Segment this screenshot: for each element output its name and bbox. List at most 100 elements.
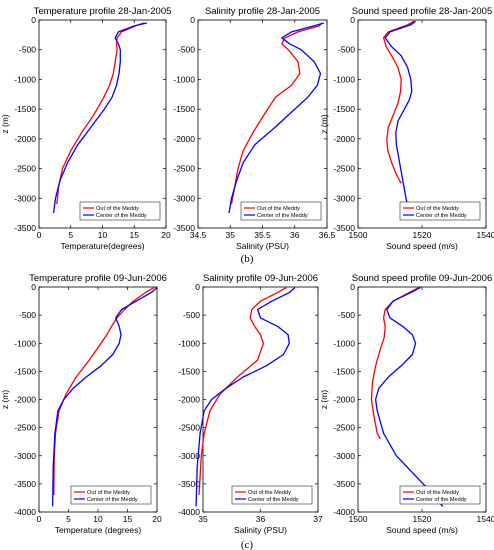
chart-title: Salinity profile 28-Jan-2005 (205, 6, 320, 17)
y-tick-label: -2500 (14, 423, 36, 433)
x-tick-label: 35.5 (254, 230, 271, 240)
legend-entry: Out of the Meddy (248, 490, 291, 496)
y-tick-label: -500 (19, 310, 36, 320)
x-axis-label: Salinity (PSU) (234, 525, 287, 535)
chart-panel-5: Salinity profile 09-Jun-2006 35 36 37 0 -500 -… (178, 273, 323, 535)
y-tick-label: -500 (19, 45, 36, 55)
series-line-out (382, 20, 415, 184)
y-tick-label: -4000 (178, 507, 200, 517)
y-tick-label: -3000 (178, 451, 200, 461)
legend-box (399, 201, 481, 221)
y-axis-label: z (m) (319, 114, 329, 134)
legend-box (399, 485, 481, 505)
series-line-center (51, 287, 158, 507)
x-tick-label: 20 (152, 514, 162, 524)
x-tick-label: 36 (256, 514, 266, 524)
y-tick-label: -2000 (333, 395, 355, 405)
x-tick-label: 1540 (477, 514, 494, 524)
y-tick-label: -1500 (14, 366, 36, 376)
series-line-center (228, 22, 324, 214)
y-tick-label: -1000 (173, 74, 195, 84)
x-tick-label: 0 (37, 230, 42, 240)
y-tick-label: -500 (338, 310, 355, 320)
series-line-center (195, 287, 296, 507)
series-line-out (56, 22, 145, 205)
legend-box (70, 485, 152, 505)
series-line-center (384, 20, 416, 214)
series-line-center (52, 22, 148, 214)
x-tick-label: 1540 (477, 230, 494, 240)
y-tick-label: -1000 (14, 338, 36, 348)
x-tick-label: 34.5 (190, 230, 207, 240)
x-tick-label: 35 (226, 230, 236, 240)
y-tick-label: -2500 (333, 164, 355, 174)
legend-box (240, 201, 322, 221)
x-tick-label: 10 (98, 230, 108, 240)
y-tick-label: 0 (190, 15, 195, 25)
caption-b: (b) (241, 253, 254, 265)
y-tick-label: -3000 (333, 193, 355, 203)
legend-entry: Center of the Meddy (257, 213, 308, 219)
y-tick-label: -2500 (333, 423, 355, 433)
y-axis-label: z (m) (0, 390, 10, 410)
y-tick-label: -500 (338, 45, 355, 55)
y-tick-label: -1500 (173, 104, 195, 114)
legend-entry: Center of the Meddy (96, 213, 147, 219)
legend-entry: Center of the Meddy (248, 497, 299, 503)
x-tick-label: 10 (93, 514, 103, 524)
y-axis-label: z (m) (319, 390, 329, 410)
x-tick-label: 15 (123, 514, 133, 524)
x-tick-label: 35 (198, 514, 208, 524)
plot-area (38, 19, 167, 229)
legend-entry: Out of the Meddy (257, 206, 300, 212)
y-tick-label: -2000 (14, 395, 36, 405)
x-axis-label: Sound speed (m/s) (386, 241, 458, 251)
chart-title: Sound speed profile 28-Jan-2005 (352, 6, 493, 17)
x-tick-label: 0 (37, 514, 42, 524)
x-tick-label: 36.5 (319, 230, 336, 240)
y-tick-label: 0 (195, 282, 200, 292)
y-tick-label: -3500 (333, 479, 355, 489)
y-tick-label: -3500 (14, 223, 36, 233)
y-tick-label: -1500 (333, 104, 355, 114)
y-tick-label: -4000 (14, 507, 36, 517)
y-tick-label: -1000 (178, 338, 200, 348)
legend-entry: Out of the Meddy (416, 206, 459, 212)
y-tick-label: 0 (31, 15, 36, 25)
y-tick-label: 0 (350, 282, 355, 292)
y-tick-label: -2500 (14, 164, 36, 174)
y-tick-label: 0 (350, 15, 355, 25)
legend-entry: Out of the Meddy (96, 206, 139, 212)
chart-title: Sound speed profile 09-Jun-2006 (352, 273, 493, 284)
y-tick-label: -2500 (178, 423, 200, 433)
y-tick-label: -2000 (178, 395, 200, 405)
y-tick-label: -2500 (173, 164, 195, 174)
plot-area (38, 286, 158, 513)
y-tick-label: -500 (183, 310, 200, 320)
legend-box (79, 201, 161, 221)
y-tick-label: -3500 (14, 479, 36, 489)
x-tick-label: 36 (290, 230, 300, 240)
plot-area (197, 19, 328, 229)
y-tick-label: -2000 (14, 134, 36, 144)
y-tick-label: -1000 (333, 338, 355, 348)
x-tick-label: 15 (130, 230, 140, 240)
x-axis-label: Salinity (PSU) (236, 241, 289, 251)
y-tick-label: -1000 (333, 74, 355, 84)
y-tick-label: -1500 (14, 104, 36, 114)
y-tick-label: -3500 (178, 479, 200, 489)
y-tick-label: -3000 (173, 193, 195, 203)
plot-area (357, 286, 487, 513)
plot-area (357, 19, 487, 229)
chart-panel-3: Sound speed profile 28-Jan-2005 1500 1520 1… (319, 6, 494, 251)
y-tick-label: -3500 (173, 223, 195, 233)
legend-entry: Center of the Meddy (416, 213, 467, 219)
y-tick-label: -1500 (178, 366, 200, 376)
series-line-center (374, 287, 444, 507)
